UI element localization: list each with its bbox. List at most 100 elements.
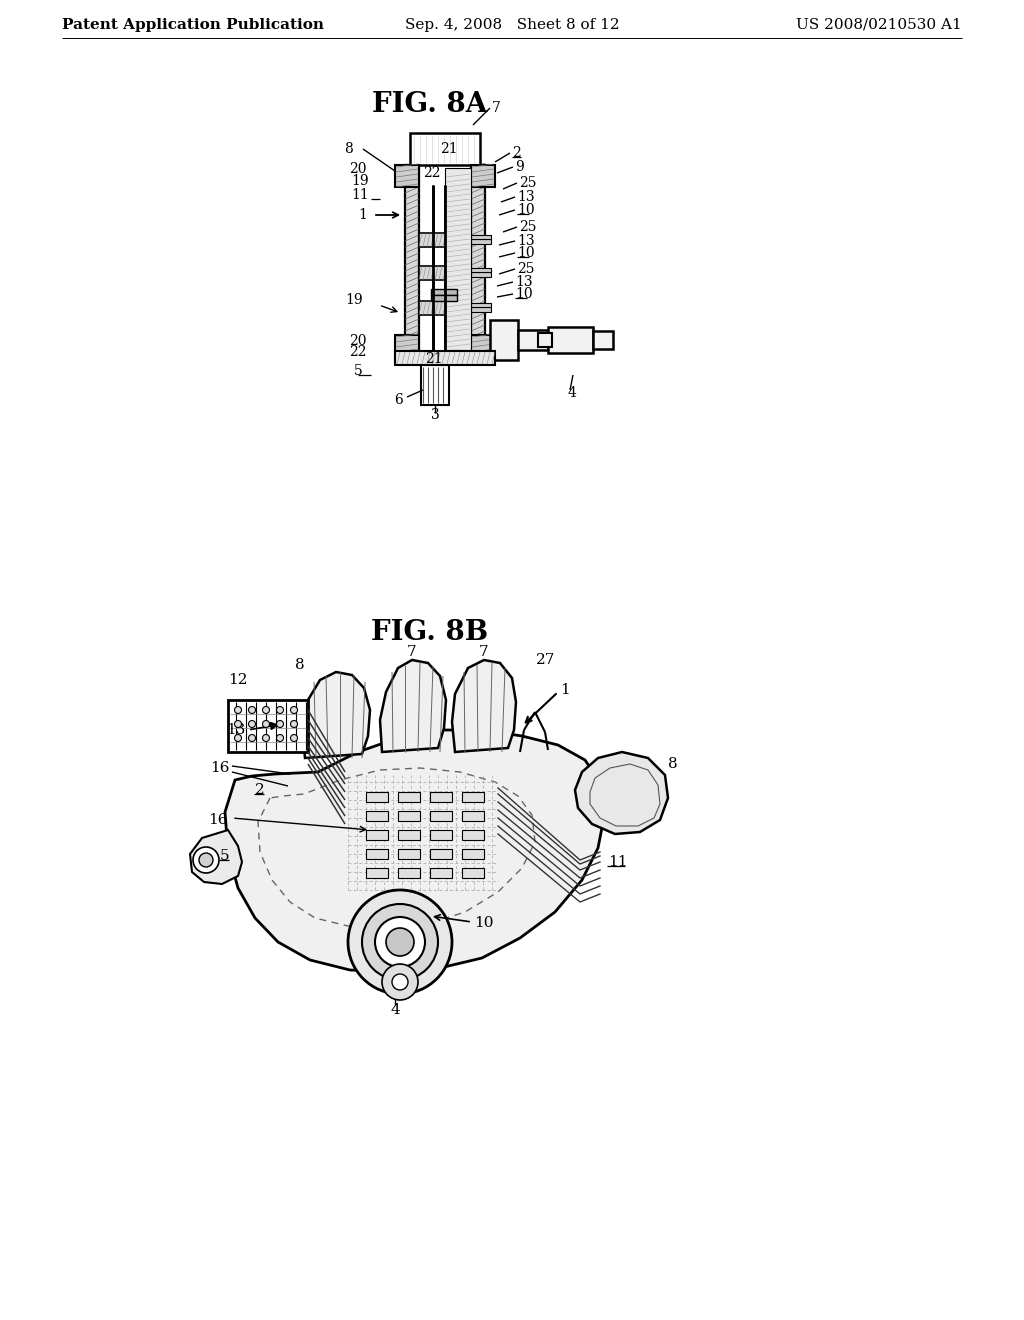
Circle shape: [291, 734, 298, 742]
Text: Sep. 4, 2008   Sheet 8 of 12: Sep. 4, 2008 Sheet 8 of 12: [404, 18, 620, 32]
Bar: [366, 869, 388, 878]
Bar: [398, 830, 420, 840]
Bar: [471, 165, 495, 187]
Circle shape: [262, 734, 269, 742]
Circle shape: [291, 721, 298, 727]
Bar: [462, 869, 484, 878]
Polygon shape: [302, 672, 370, 758]
Bar: [421, 366, 449, 405]
Bar: [431, 289, 457, 294]
Bar: [462, 792, 484, 803]
Bar: [548, 327, 593, 352]
Text: 2: 2: [255, 783, 265, 797]
Circle shape: [234, 721, 242, 727]
Circle shape: [375, 917, 425, 968]
Text: 5: 5: [354, 364, 362, 378]
Text: 7: 7: [492, 102, 501, 115]
Circle shape: [382, 964, 418, 1001]
Text: 13: 13: [225, 723, 245, 737]
Text: 1: 1: [358, 209, 367, 222]
Text: FIG. 8B: FIG. 8B: [372, 619, 488, 645]
Bar: [398, 869, 420, 878]
Text: 5: 5: [220, 849, 229, 863]
Bar: [398, 849, 420, 859]
Text: 11: 11: [351, 187, 369, 202]
Bar: [419, 301, 471, 315]
Bar: [471, 165, 485, 355]
Text: 1: 1: [560, 682, 569, 697]
Text: 19: 19: [345, 293, 362, 308]
Bar: [406, 165, 419, 355]
Text: 27: 27: [536, 653, 555, 667]
Text: 16: 16: [211, 762, 230, 775]
Text: 13: 13: [517, 190, 535, 205]
Circle shape: [362, 904, 438, 979]
Bar: [228, 700, 308, 752]
Circle shape: [262, 706, 269, 714]
Bar: [395, 335, 419, 356]
Circle shape: [392, 974, 408, 990]
Text: 10: 10: [515, 286, 532, 301]
Bar: [471, 272, 490, 277]
Text: 6: 6: [394, 393, 403, 407]
Text: 25: 25: [519, 220, 537, 234]
Bar: [419, 234, 471, 247]
Circle shape: [262, 721, 269, 727]
Bar: [471, 308, 490, 312]
Bar: [366, 810, 388, 821]
Text: 2: 2: [512, 147, 521, 160]
Bar: [471, 235, 490, 239]
Text: 10: 10: [517, 246, 535, 260]
Polygon shape: [225, 730, 605, 972]
Bar: [398, 792, 420, 803]
Circle shape: [276, 734, 284, 742]
Text: 10: 10: [474, 916, 494, 931]
Text: 8: 8: [295, 657, 305, 672]
Text: 11: 11: [608, 855, 628, 869]
Text: 13: 13: [515, 275, 532, 289]
Text: 22: 22: [423, 166, 440, 180]
Bar: [593, 331, 613, 348]
Bar: [471, 239, 490, 244]
Polygon shape: [575, 752, 668, 834]
Circle shape: [249, 721, 256, 727]
Bar: [471, 335, 495, 356]
Bar: [445, 168, 471, 350]
Bar: [430, 869, 452, 878]
Text: 12: 12: [228, 673, 248, 686]
Text: 25: 25: [517, 261, 535, 276]
Bar: [471, 304, 490, 308]
Polygon shape: [380, 660, 446, 752]
Text: 21: 21: [425, 352, 442, 366]
Circle shape: [199, 853, 213, 867]
Text: 20: 20: [349, 334, 367, 348]
Circle shape: [291, 706, 298, 714]
Bar: [410, 133, 480, 165]
Bar: [462, 830, 484, 840]
Bar: [490, 319, 518, 360]
Circle shape: [276, 706, 284, 714]
Bar: [395, 351, 495, 366]
Bar: [430, 830, 452, 840]
Bar: [398, 810, 420, 821]
Text: 21: 21: [440, 143, 458, 156]
Circle shape: [249, 706, 256, 714]
Text: FIG. 8A: FIG. 8A: [373, 91, 487, 119]
Circle shape: [386, 928, 414, 956]
Text: 16: 16: [209, 813, 228, 828]
Text: 4: 4: [568, 385, 577, 400]
Text: 7: 7: [408, 645, 417, 659]
Polygon shape: [190, 830, 242, 884]
Bar: [538, 333, 552, 347]
Text: 20: 20: [349, 162, 367, 176]
Bar: [462, 810, 484, 821]
Text: 22: 22: [349, 345, 367, 359]
Text: 13: 13: [517, 234, 535, 248]
Bar: [430, 810, 452, 821]
Text: 10: 10: [517, 203, 535, 216]
Bar: [395, 165, 419, 187]
Bar: [462, 849, 484, 859]
Circle shape: [234, 706, 242, 714]
Bar: [518, 330, 548, 350]
Bar: [430, 792, 452, 803]
